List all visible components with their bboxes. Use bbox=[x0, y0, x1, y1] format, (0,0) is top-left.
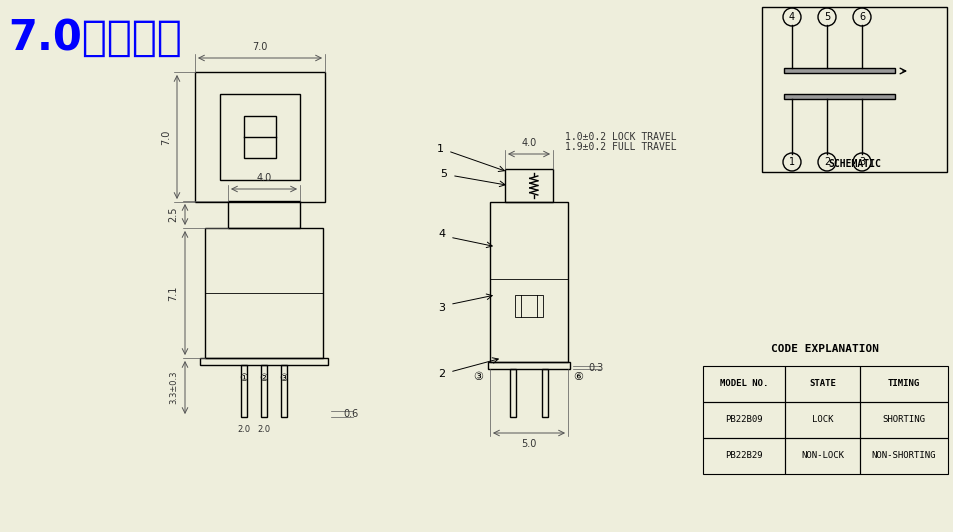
Text: 2.5: 2.5 bbox=[168, 207, 178, 222]
Bar bbox=[541, 369, 547, 417]
Text: 7.1: 7.1 bbox=[168, 285, 178, 301]
Bar bbox=[205, 228, 323, 358]
Bar bbox=[504, 169, 553, 202]
Text: 1: 1 bbox=[436, 144, 443, 154]
Bar bbox=[228, 201, 299, 228]
Text: 0.3: 0.3 bbox=[587, 363, 602, 373]
Bar bbox=[784, 366, 859, 402]
Text: 1: 1 bbox=[788, 157, 794, 167]
Bar bbox=[241, 365, 247, 417]
Text: 6: 6 bbox=[858, 12, 864, 22]
Bar bbox=[220, 94, 299, 180]
Text: 3: 3 bbox=[438, 303, 445, 313]
Text: 5: 5 bbox=[440, 169, 447, 179]
Text: 5.0: 5.0 bbox=[520, 439, 537, 449]
Text: CODE EXPLANATION: CODE EXPLANATION bbox=[771, 344, 879, 354]
Text: 7.0: 7.0 bbox=[252, 42, 268, 52]
Text: 4.0: 4.0 bbox=[256, 173, 272, 183]
Bar bbox=[515, 295, 542, 317]
Text: SHORTING: SHORTING bbox=[882, 415, 924, 425]
Text: 1.0±0.2 LOCK TRAVEL: 1.0±0.2 LOCK TRAVEL bbox=[564, 132, 676, 142]
Text: 4: 4 bbox=[438, 229, 445, 239]
Text: NON-SHORTING: NON-SHORTING bbox=[871, 452, 935, 461]
Text: PB22B09: PB22B09 bbox=[724, 415, 762, 425]
Text: MODEL NO.: MODEL NO. bbox=[720, 379, 767, 388]
Bar bbox=[194, 72, 325, 202]
Bar bbox=[761, 7, 946, 172]
Bar bbox=[702, 402, 784, 438]
Text: 0.6: 0.6 bbox=[343, 409, 358, 419]
Text: SCHEMATIC: SCHEMATIC bbox=[827, 159, 880, 169]
Text: 2: 2 bbox=[438, 369, 445, 379]
Bar bbox=[784, 438, 859, 474]
Text: ③: ③ bbox=[473, 372, 482, 382]
Bar bbox=[784, 402, 859, 438]
Text: TIMING: TIMING bbox=[887, 379, 919, 388]
Bar bbox=[261, 365, 267, 417]
Bar bbox=[783, 94, 894, 99]
Text: NON-LOCK: NON-LOCK bbox=[801, 452, 843, 461]
Bar bbox=[488, 362, 569, 369]
Text: 4.0: 4.0 bbox=[521, 138, 536, 148]
Bar bbox=[281, 365, 287, 417]
Text: ②: ② bbox=[259, 373, 268, 383]
Bar bbox=[200, 358, 328, 365]
Text: STATE: STATE bbox=[808, 379, 835, 388]
Text: 2.0: 2.0 bbox=[237, 425, 251, 434]
Text: 7.0自锁平头: 7.0自锁平头 bbox=[8, 17, 182, 59]
Bar bbox=[783, 68, 894, 73]
Bar bbox=[490, 202, 567, 362]
Text: 3: 3 bbox=[858, 157, 864, 167]
Text: 3.3±0.3: 3.3±0.3 bbox=[169, 371, 178, 404]
Bar bbox=[859, 438, 947, 474]
Text: ⑥: ⑥ bbox=[573, 372, 582, 382]
Text: ①: ① bbox=[239, 373, 248, 383]
Text: 7.0: 7.0 bbox=[161, 129, 171, 145]
Bar bbox=[702, 366, 784, 402]
Text: 1.9±0.2 FULL TRAVEL: 1.9±0.2 FULL TRAVEL bbox=[564, 142, 676, 152]
Text: 5: 5 bbox=[823, 12, 829, 22]
Bar bbox=[702, 438, 784, 474]
Text: ③: ③ bbox=[279, 373, 288, 383]
Text: LOCK: LOCK bbox=[811, 415, 832, 425]
Text: PB22B29: PB22B29 bbox=[724, 452, 762, 461]
Text: 4: 4 bbox=[788, 12, 794, 22]
Bar bbox=[859, 402, 947, 438]
Bar bbox=[244, 116, 275, 158]
Bar bbox=[510, 369, 516, 417]
Bar bbox=[859, 366, 947, 402]
Text: 2.0: 2.0 bbox=[257, 425, 271, 434]
Text: 2: 2 bbox=[823, 157, 829, 167]
